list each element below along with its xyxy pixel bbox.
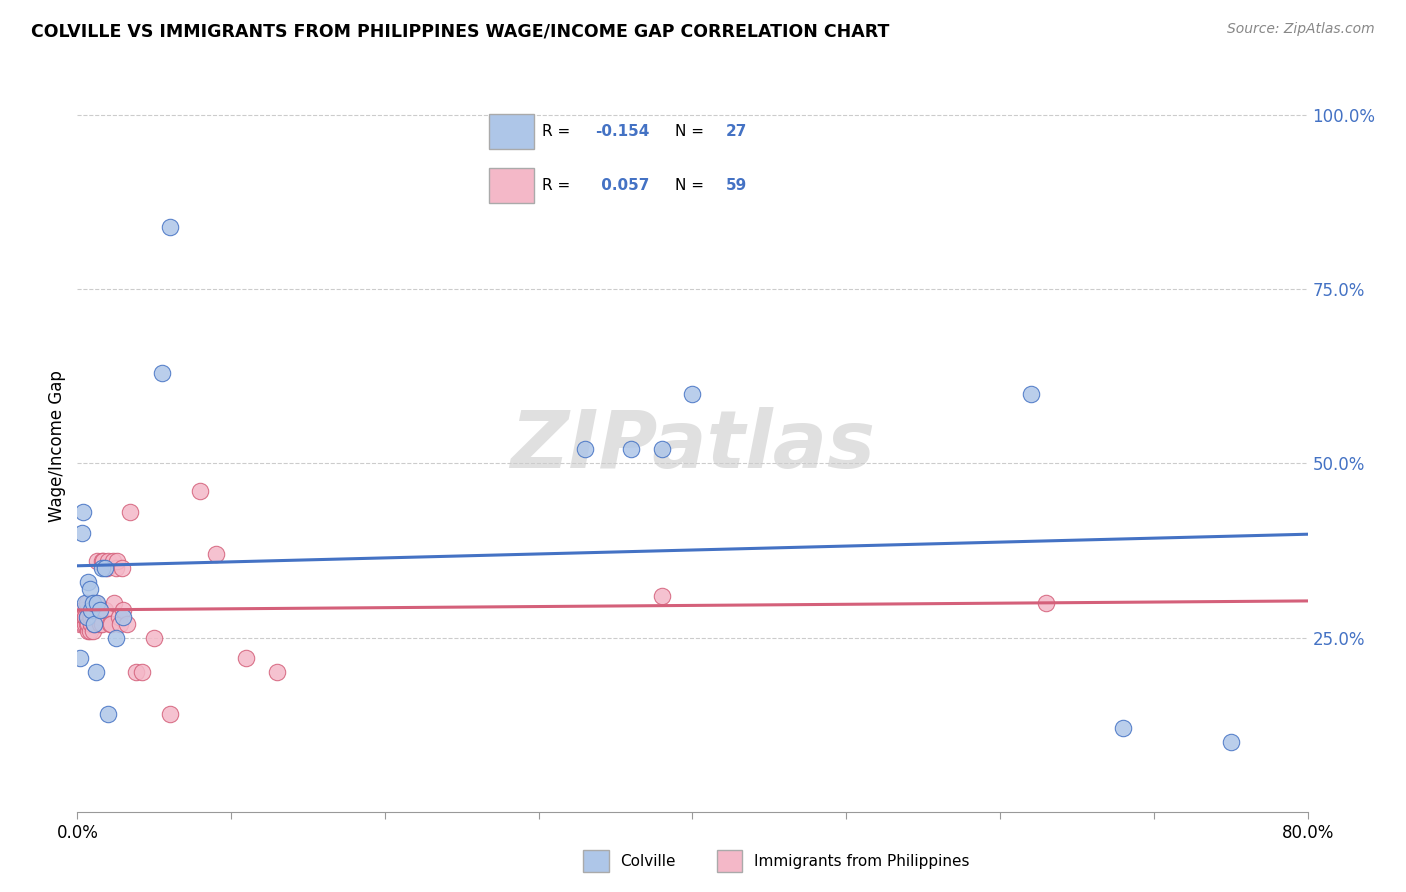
Point [682,386,704,401]
Point [100,616,122,631]
Point [82,624,104,638]
Point [79,582,101,596]
Point [72,505,94,519]
Point [83,616,105,631]
Point [70,603,93,617]
Point [94,603,117,617]
Point [76,616,98,631]
Point [101,554,124,568]
Point [112,609,135,624]
Point [86,554,108,568]
Point [79,609,101,624]
Point [84,596,107,610]
Text: COLVILLE VS IMMIGRANTS FROM PHILIPPINES WAGE/INCOME GAP CORRELATION CHART: COLVILLE VS IMMIGRANTS FROM PHILIPPINES … [31,22,890,40]
Point [159,219,181,234]
Point [77,609,100,624]
Point [620,442,643,457]
Point [72,609,94,624]
Point [69,609,91,624]
Point [86,609,108,624]
Point [97,707,120,722]
Point [84,609,107,624]
Point [73,609,96,624]
Point [266,665,288,680]
Point [150,366,173,380]
Point [79,624,101,638]
Point [651,442,673,457]
Point [108,609,131,624]
Point [80,616,103,631]
Point [110,616,132,631]
Text: Source: ZipAtlas.com: Source: ZipAtlas.com [1227,22,1375,37]
Point [651,589,673,603]
Point [104,631,127,645]
Point [90,616,114,631]
Point [82,609,104,624]
Point [235,651,257,665]
Point [76,609,98,624]
Text: Immigrants from Philippines: Immigrants from Philippines [754,854,969,869]
Point [111,561,134,575]
Text: ZIPatlas: ZIPatlas [510,407,875,485]
Point [112,603,135,617]
Point [83,616,105,631]
Point [70,526,93,541]
Point [159,707,181,722]
Point [96,561,118,575]
Point [76,596,98,610]
Y-axis label: Wage/Income Gap: Wage/Income Gap [48,370,66,522]
Point [90,561,114,575]
Point [574,442,596,457]
Point [76,609,98,624]
Point [69,651,91,665]
Point [118,505,141,519]
Point [115,616,138,631]
Point [67,609,90,624]
Point [90,554,114,568]
Text: Colville: Colville [620,854,675,869]
Point [188,484,212,499]
Point [204,547,226,561]
Point [1219,735,1241,749]
Point [89,616,111,631]
Point [73,616,96,631]
Point [98,616,121,631]
Point [131,665,153,680]
Point [1035,596,1057,610]
Point [89,603,111,617]
Point [93,554,115,568]
Point [80,603,103,617]
Point [89,609,111,624]
Point [73,609,96,624]
Point [87,603,110,617]
Point [77,616,100,631]
Point [69,616,91,631]
Point [82,596,104,610]
Point [104,561,127,575]
Point [73,596,96,610]
Point [103,596,125,610]
Point [105,554,128,568]
Point [143,631,166,645]
Point [86,596,108,610]
Point [77,574,100,589]
Point [1019,386,1042,401]
Point [80,609,103,624]
Point [1112,721,1135,735]
Point [70,609,93,624]
Point [72,616,94,631]
Point [77,624,100,638]
Point [84,665,107,680]
Point [83,603,105,617]
Point [97,554,120,568]
Point [94,561,117,575]
Point [125,665,148,680]
